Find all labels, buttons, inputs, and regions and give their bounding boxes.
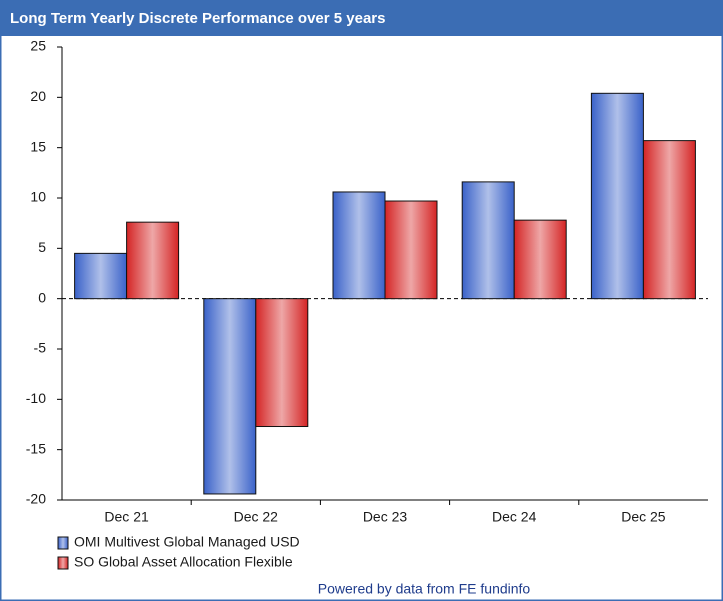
- y-tick-label: 25: [30, 38, 46, 54]
- y-tick-label: 0: [38, 289, 46, 305]
- y-tick-label: -10: [26, 390, 46, 406]
- bar: [126, 221, 180, 300]
- bar: [590, 92, 644, 300]
- x-tick-label: Dec 21: [104, 509, 149, 525]
- chart-title: Long Term Yearly Discrete Performance ov…: [10, 10, 385, 27]
- legend-swatch: [57, 556, 69, 570]
- bar: [461, 181, 515, 300]
- y-tick-label: 20: [30, 88, 46, 104]
- y-tick-label: 5: [38, 239, 46, 255]
- bar: [255, 298, 309, 428]
- x-tick-label: Dec 25: [621, 509, 666, 525]
- legend-swatch: [57, 536, 69, 550]
- y-tick-label: -5: [34, 340, 47, 356]
- title-bar: [0, 0, 723, 36]
- bar: [74, 252, 128, 300]
- y-tick-label: -15: [26, 440, 46, 456]
- legend-label: OMI Multivest Global Managed USD: [74, 534, 300, 550]
- y-tick-label: 15: [30, 138, 46, 154]
- x-tick-label: Dec 24: [492, 509, 537, 525]
- bar: [332, 191, 386, 300]
- bar: [384, 200, 438, 300]
- x-tick-label: Dec 23: [363, 509, 408, 525]
- bar: [642, 140, 696, 300]
- bar: [513, 219, 567, 300]
- legend-label: SO Global Asset Allocation Flexible: [74, 554, 293, 570]
- y-tick-label: -20: [26, 491, 46, 507]
- footer: Powered by data from FE fundinfo: [318, 581, 531, 597]
- bar: [203, 298, 257, 495]
- x-tick-label: Dec 22: [234, 509, 279, 525]
- y-tick-label: 10: [30, 189, 46, 205]
